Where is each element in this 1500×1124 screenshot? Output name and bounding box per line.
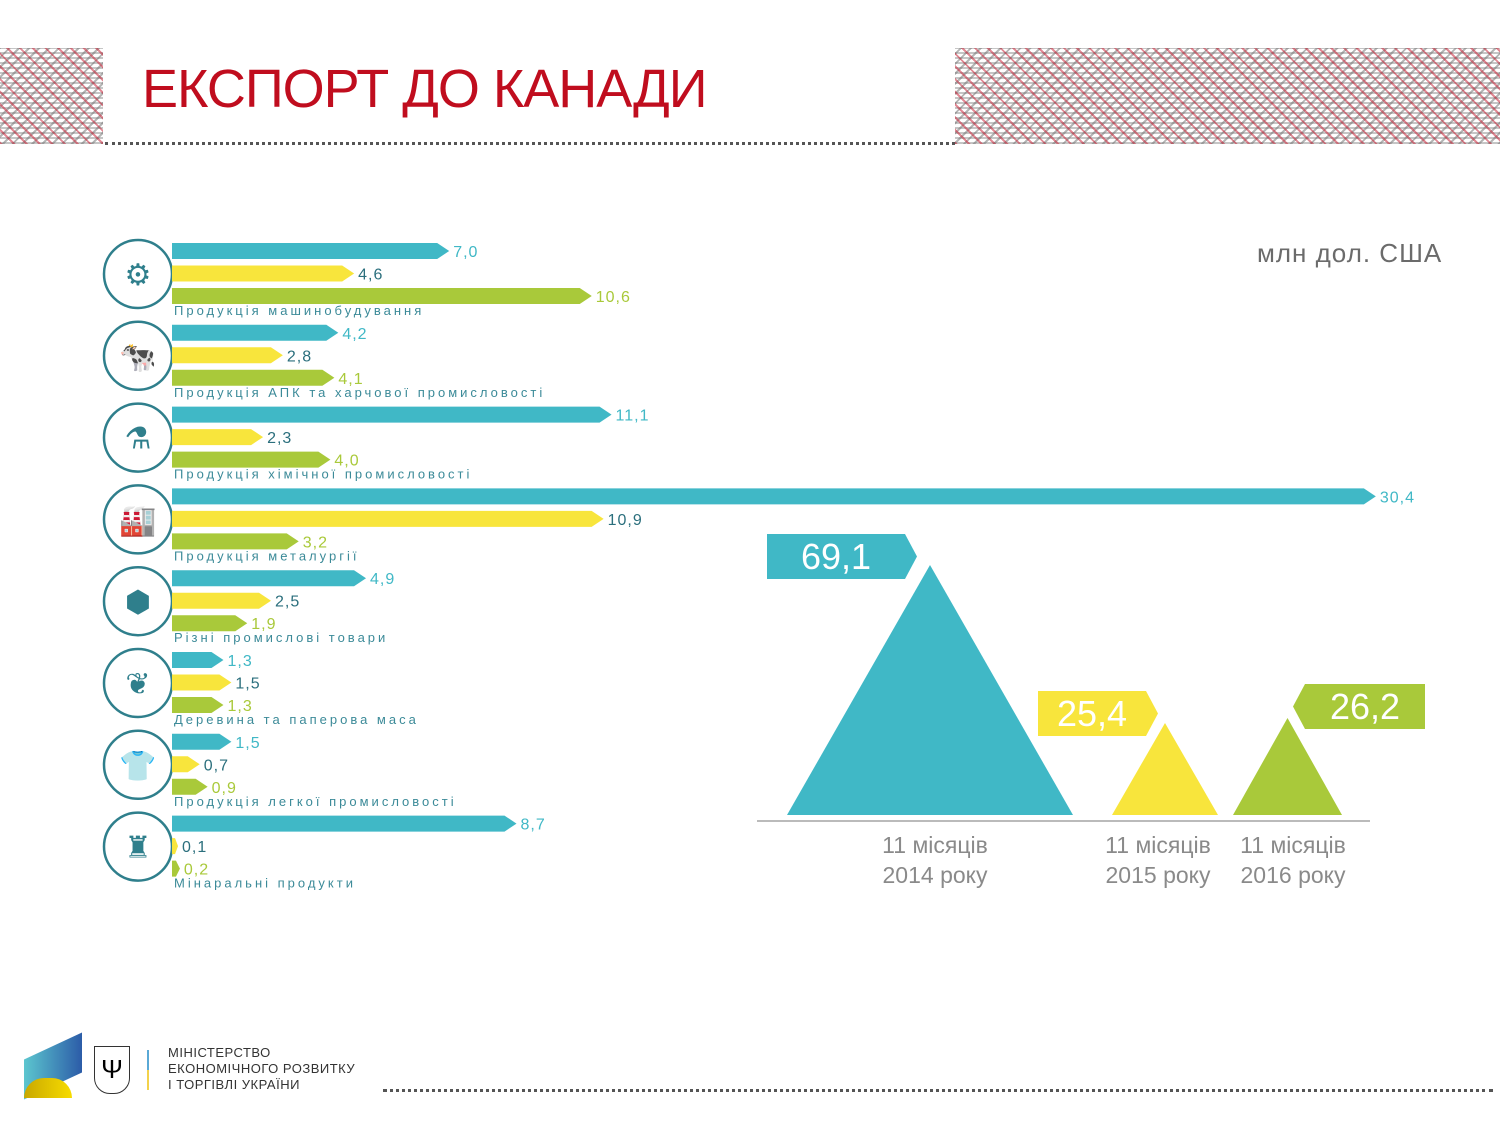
total-flag [1293,684,1425,729]
bar-value-label: 2,3 [267,430,292,447]
bar-value-label: 1,5 [235,735,260,752]
bar-value-label: 30,4 [1380,489,1415,506]
bar-2016 [172,288,592,304]
category-label: Деревина та паперова маса [174,712,419,727]
ministry-line: І ТОРГІВЛІ УКРАЇНИ [168,1077,300,1092]
bar-2015 [172,510,604,527]
bar-2014 [172,733,232,750]
total-triangle-2016 [1233,718,1342,815]
bar-value-label: 7,0 [453,244,478,261]
bar-value-label: 0,7 [204,757,229,774]
bar-value-label: 0,2 [184,862,209,879]
bar-value-label: 8,7 [521,817,546,834]
bar-value-label: 10,9 [608,512,643,529]
total-triangle-2014 [787,565,1073,815]
bar-2014 [172,815,517,832]
bar-value-label: 4,0 [334,453,359,470]
footer-divider [383,1089,1493,1092]
total-flag [1038,691,1158,736]
bar-value-label: 1,3 [227,653,252,670]
bar-2015 [172,265,355,282]
bar-value-label: 3,2 [303,534,328,551]
unit-label: млн дол. США [1257,238,1443,268]
ornament-left [0,48,103,144]
total-value: 69,1 [801,536,871,577]
bar-value-label: 10,6 [596,289,631,306]
category-label: Різні промислові товари [174,630,388,645]
bar-value-label: 0,9 [212,780,237,797]
period-label: 2016 року [1241,862,1346,888]
bar-2014 [172,570,367,587]
bar-value-label: 0,1 [182,839,207,856]
bar-value-label: 1,3 [227,698,252,715]
bar-2015 [172,592,271,609]
gear-icon: ⚙ [125,259,152,292]
header-divider [105,142,955,145]
category-label: Продукція машинобудування [174,303,424,318]
factory-icon: 🏭 [119,504,156,537]
bar-value-label: 4,2 [342,326,367,343]
period-label: 2014 року [883,862,988,888]
bar-value-label: 4,9 [370,571,395,588]
page-title: ЕКСПОРТ ДО КАНАДИ [142,59,708,119]
wheat-cow-icon: 🐄 [119,341,156,374]
period-label: 11 місяців [882,832,988,858]
category-label: Продукція металургії [174,548,359,563]
bar-2015 [172,674,232,691]
period-label: 11 місяців [1240,832,1346,858]
bar-2014 [172,488,1376,505]
bar-2014 [172,652,224,668]
bar-2016 [172,860,180,877]
bar-2016 [172,697,224,713]
bar-value-label: 4,1 [338,371,363,388]
total-triangle-2015 [1112,723,1218,815]
total-value: 25,4 [1057,693,1127,734]
category-label: Продукція хімічної промисловості [174,467,472,482]
bar-2014 [172,406,612,423]
bar-2014 [172,243,450,259]
bar-value-label: 1,5 [235,676,260,693]
bar-value-label: 11,1 [616,408,650,425]
bar-2016 [172,615,248,632]
bar-2015 [172,756,200,773]
ministry-line: МІНІСТЕРСТВО [168,1045,271,1060]
bar-value-label: 2,5 [275,594,300,611]
bar-2015 [172,429,264,446]
bar-value-label: 1,9 [251,616,276,633]
logo-divider [147,1050,149,1090]
nut-icon: ⬢ [125,586,151,619]
category-label: Продукція АПК та харчової промисловості [174,385,545,400]
tshirt-icon: 👕 [119,750,156,783]
bar-2014 [172,324,339,341]
ministry-line: ЕКОНОМІЧНОГО РОЗВИТКУ [168,1061,356,1076]
oil-rig-icon: ♜ [125,832,152,865]
bar-value-label: 2,8 [287,348,312,365]
bar-2015 [172,838,178,855]
period-label: 11 місяців [1105,832,1211,858]
bar-2016 [172,533,299,550]
bar-2016 [172,369,335,386]
total-value: 26,2 [1330,686,1400,727]
coat-of-arms-icon: Ψ [94,1046,130,1094]
ornament-right [955,48,1500,144]
period-label: 2015 року [1106,862,1211,888]
bar-value-label: 4,6 [358,267,383,284]
logo [16,1032,84,1100]
bar-2016 [172,451,331,468]
total-flag [767,534,917,579]
bar-2015 [172,347,283,364]
category-label: Продукція легкої промисловості [174,794,457,809]
leaf-icon: ❦ [125,668,150,701]
flask-icon: ⚗ [125,423,152,456]
ministry-name: МІНІСТЕРСТВО ЕКОНОМІЧНОГО РОЗВИТКУ І ТОР… [168,1045,355,1093]
bar-2016 [172,778,208,795]
category-label: Мінаральні продукти [174,876,356,891]
